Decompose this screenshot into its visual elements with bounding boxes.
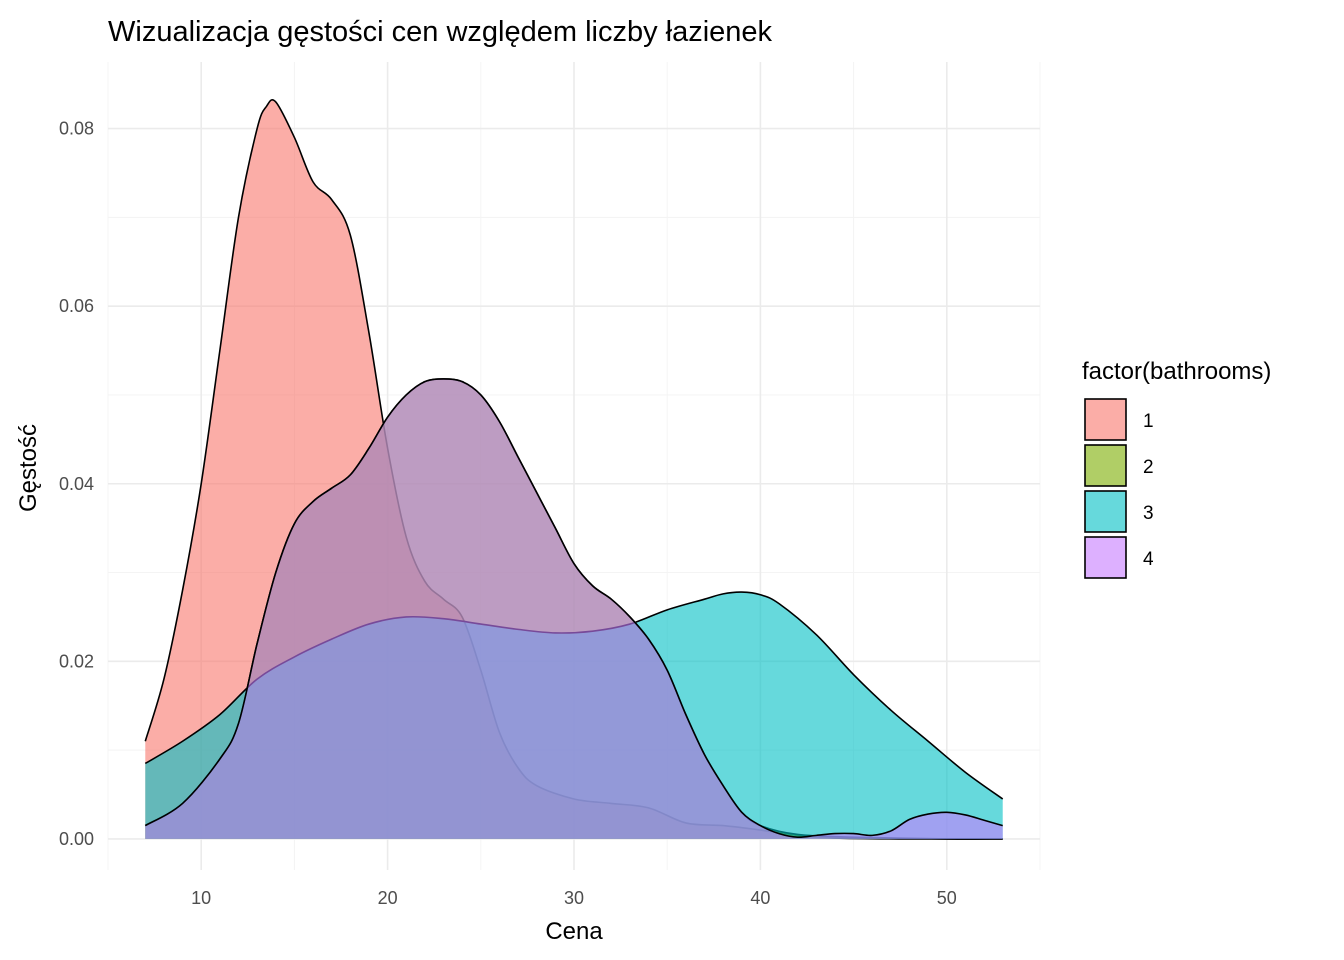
density-areas [144,99,1004,840]
chart-title: Wizualizacja gęstości cen względem liczb… [108,16,773,48]
y-tick-label: 0.08 [59,119,94,139]
density-outline-4 [144,378,1003,838]
legend-key-3 [1084,490,1127,533]
legend-key-1 [1084,398,1127,441]
y-tick-label: 0.00 [59,829,94,849]
x-tick-label: 40 [750,888,770,908]
y-tick-label: 0.02 [59,651,94,671]
x-tick-label: 30 [564,888,584,908]
x-tick-labels: 10 20 30 40 50 [191,888,957,908]
legend: factor(bathrooms) 1 2 3 4 [1082,358,1271,579]
legend-key-2 [1084,444,1127,487]
x-tick-label: 10 [191,888,211,908]
legend-label-2: 2 [1143,457,1154,478]
y-axis-title: Gęstość [15,424,42,512]
x-axis-title: Cena [545,918,603,945]
x-tick-label: 20 [378,888,398,908]
y-tick-labels: 0.00 0.02 0.04 0.06 0.08 [59,119,94,849]
legend-label-4: 4 [1143,549,1154,570]
legend-label-1: 1 [1143,411,1154,432]
x-tick-label: 50 [937,888,957,908]
y-tick-label: 0.06 [59,296,94,316]
legend-key-4 [1084,536,1127,579]
legend-label-3: 3 [1143,503,1154,524]
y-tick-label: 0.04 [59,474,94,494]
legend-title: factor(bathrooms) [1082,358,1271,385]
density-area-4 [145,378,1003,839]
